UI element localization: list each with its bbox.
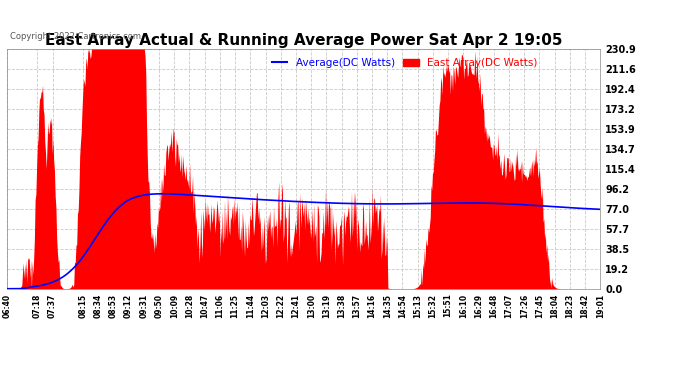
Text: Copyright 2022 Cartronics.com: Copyright 2022 Cartronics.com bbox=[10, 32, 141, 41]
Legend: Average(DC Watts), East Array(DC Watts): Average(DC Watts), East Array(DC Watts) bbox=[268, 54, 542, 72]
Title: East Array Actual & Running Average Power Sat Apr 2 19:05: East Array Actual & Running Average Powe… bbox=[45, 33, 562, 48]
